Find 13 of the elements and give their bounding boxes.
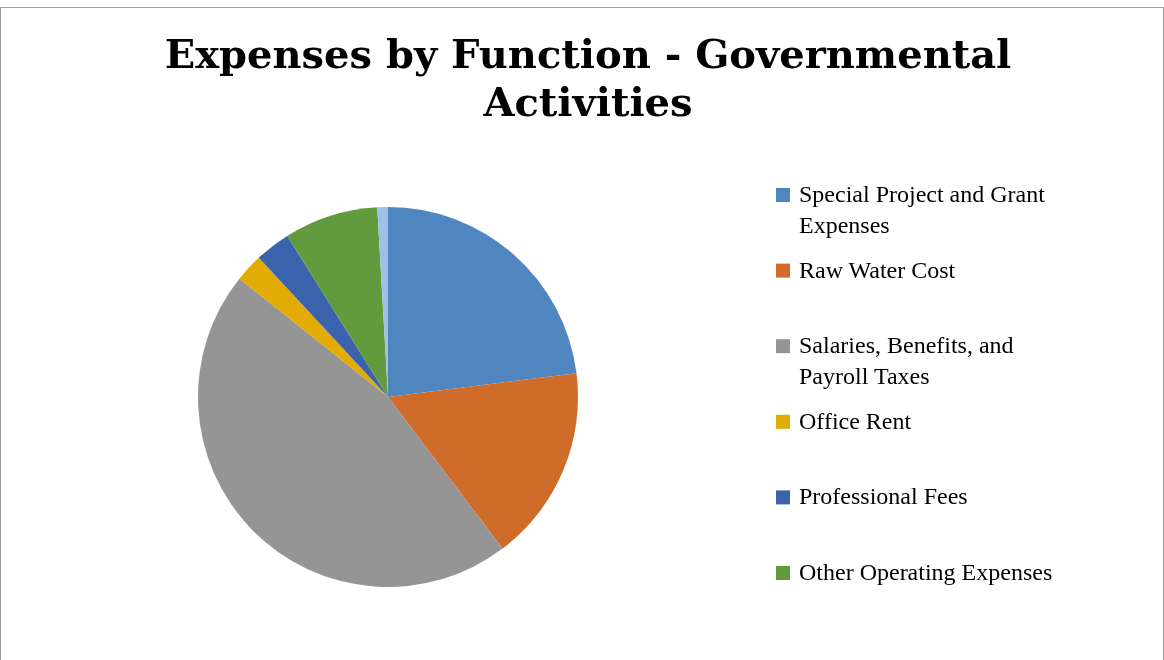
pie-slice [287,207,388,397]
legend-label: Other Operating Expenses [799,559,1053,585]
legend-label: Professional Fees [799,483,968,510]
pie-slice [388,373,578,549]
chart-title: Expenses by Function - Governmental Activities [164,30,1012,125]
legend-label: Salaries, Benefits, and Payroll Taxes [799,332,1014,390]
pie-slice [388,207,577,397]
pie-slice [258,235,388,397]
legend-label: Office Rent [799,407,912,434]
pie-slice [239,257,388,397]
legend-label: Special Project and Grant Expenses [799,181,1046,238]
pie-slice [198,278,503,587]
legend-label: Raw Water Cost [799,256,956,283]
